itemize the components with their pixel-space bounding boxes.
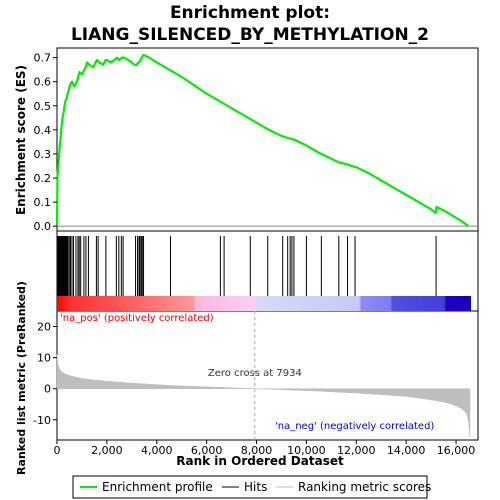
es-y-axis-title: Enrichment score (ES) [14,65,28,215]
neg-correlation-label: 'na_neg' (negatively correlated) [275,421,434,432]
es-panel [56,47,479,232]
x-tick-label: 4,000 [141,444,173,457]
chart-title-line1: Enrichment plot: [170,3,330,23]
x-tick-label: 16,000 [437,444,476,457]
metric-area [56,354,471,438]
metric-layer [56,354,471,438]
metric-y-tick-label: 0 [44,383,51,396]
es-y-tick-label: 0.1 [34,196,52,209]
x-tick-label: 0 [54,444,61,457]
enrichment-profile-line [55,54,470,228]
hits-layer [56,236,437,296]
es-y-tick-label: 0.4 [34,124,52,137]
es-y-tick-label: 0.3 [34,148,52,161]
metric-y-tick-label: 20 [37,321,51,334]
legend-enrichment-label: Enrichment profile [102,480,213,494]
legend-metric-label: Ranking metric scores [298,480,431,494]
legend-hits-label: Hits [244,480,267,494]
x-tick-label: 8,000 [241,444,273,457]
x-tick-label: 6,000 [191,444,223,457]
x-tick-label: 2,000 [91,444,123,457]
metric-y-tick-label: 10 [37,352,51,365]
es-layer [55,54,470,228]
es-y-tick-label: 0.0 [34,220,52,233]
chart-title-line2: LIANG_SILENCED_BY_METHYLATION_2 [71,25,429,45]
ranking-heat-bar [57,296,471,311]
metric-y-axis-title: Ranked list metric (PreRanked) [15,281,28,475]
es-y-tick-label: 0.6 [34,76,52,89]
metric-y-axis: 20 10 0 -10 [33,321,57,427]
es-y-tick-label: 0.2 [34,172,52,185]
legend: Enrichment profile Hits Ranking metric s… [72,475,431,499]
x-tick-label: 10,000 [287,444,326,457]
legend-box [72,475,428,499]
x-tick-label: 12,000 [337,444,376,457]
metric-y-tick-label: -10 [33,414,51,427]
es-y-tick-label: 0.5 [34,100,52,113]
es-y-tick-label: 0.7 [34,52,52,65]
x-axis: 0 2,000 4,000 6,000 8,000 10,000 12,000 14,000 1… [54,440,476,457]
metric-panel [56,310,479,441]
es-y-axis: 0.0 0.1 0.2 0.3 0.4 0.5 0.6 0.7 [34,52,57,233]
x-axis-title: Rank in Ordered Dataset [176,454,344,468]
x-tick-label: 14,000 [387,444,426,457]
pos-correlation-label: 'na_pos' (positively correlated) [60,313,214,324]
zero-cross-label: Zero cross at 7934 [208,368,302,379]
